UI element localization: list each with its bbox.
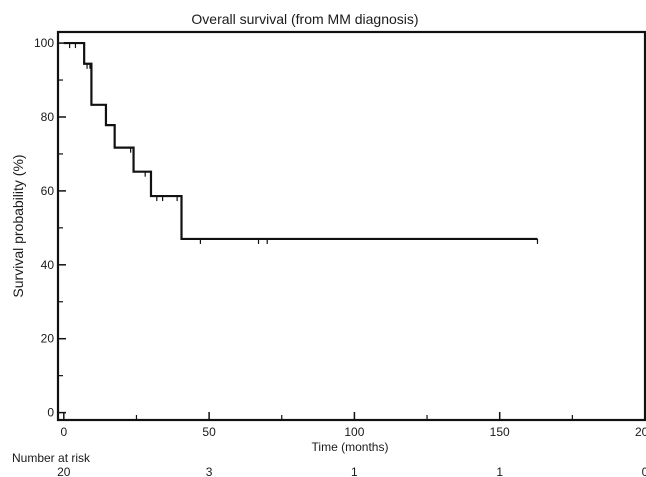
y-tick-label: 40 bbox=[41, 258, 55, 272]
risk-table-label: Number at risk bbox=[12, 451, 91, 465]
risk-count: 0 bbox=[642, 465, 646, 477]
risk-count: 20 bbox=[57, 465, 71, 477]
censor-marks bbox=[69, 43, 539, 244]
risk-count: 1 bbox=[351, 465, 358, 477]
survival-curve-layer bbox=[63, 41, 538, 241]
x-tick-label: 100 bbox=[344, 425, 364, 439]
risk-count: 1 bbox=[496, 465, 503, 477]
plot-frame bbox=[56, 30, 646, 422]
y-tick-label: 100 bbox=[34, 36, 54, 50]
x-tick-label: 0 bbox=[60, 425, 67, 439]
y-tick-label: 60 bbox=[41, 184, 55, 198]
y-tick-label: 0 bbox=[47, 406, 54, 420]
chart-title: Overall survival (from MM diagnosis) bbox=[191, 11, 418, 27]
risk-table-row: 20 3 1 1 0 bbox=[57, 465, 646, 477]
y-tick-label: 80 bbox=[41, 110, 55, 124]
axis-ticks: 0 20 40 60 80 100 0 50 100 150 200 bbox=[34, 36, 646, 439]
x-tick-label: 200 bbox=[635, 425, 646, 439]
y-tick-label: 20 bbox=[41, 332, 55, 346]
risk-count: 3 bbox=[206, 465, 213, 477]
x-axis-label: Time (months) bbox=[312, 440, 389, 454]
survival-curve bbox=[63, 41, 538, 241]
x-tick-label: 50 bbox=[202, 425, 216, 439]
x-tick-label: 150 bbox=[490, 425, 510, 439]
y-axis-label: Survival probability (%) bbox=[10, 154, 26, 297]
